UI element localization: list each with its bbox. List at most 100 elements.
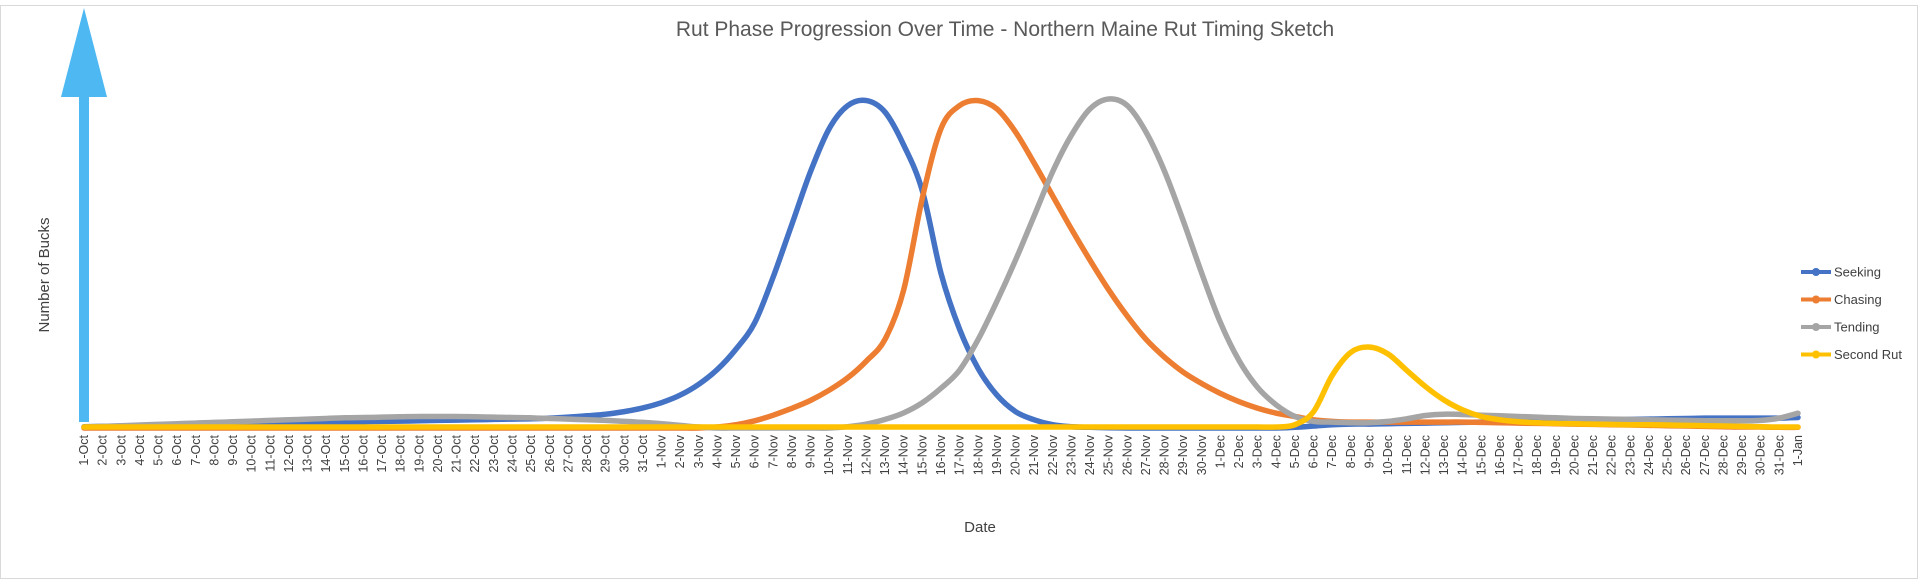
- x-tick-label: 24-Dec: [1642, 435, 1656, 475]
- x-tick-label: 4-Dec: [1269, 435, 1283, 468]
- x-tick-label: 11-Oct: [263, 434, 277, 471]
- x-tick-label: 18-Dec: [1530, 435, 1544, 475]
- x-tick-label: 1-Oct: [77, 434, 91, 465]
- legend-label: Seeking: [1834, 265, 1881, 280]
- x-tick-label: 23-Oct: [487, 434, 501, 472]
- x-tick-label: 26-Oct: [543, 434, 557, 472]
- x-tick-label: 3-Nov: [692, 434, 706, 468]
- x-tick-label: 15-Nov: [915, 434, 929, 475]
- x-tick-label: 22-Dec: [1605, 435, 1619, 475]
- x-tick-label: 13-Nov: [878, 434, 892, 475]
- x-tick-label: 19-Nov: [990, 434, 1004, 475]
- x-tick-label: 9-Dec: [1363, 435, 1377, 468]
- x-tick-label: 28-Dec: [1716, 435, 1730, 475]
- x-tick-label: 12-Nov: [859, 434, 873, 475]
- x-axis-ticks: 1-Oct 2-Oct 3-Oct 4-Oct 5-Oct 6-Oct 7-Oct 8-Oct…: [77, 434, 1805, 475]
- x-tick-label: 7-Oct: [189, 434, 203, 465]
- legend-swatch-marker: [1812, 350, 1820, 359]
- x-tick-label: 31-Dec: [1772, 435, 1786, 475]
- x-tick-label: 9-Oct: [226, 434, 240, 465]
- x-tick-label: 20-Oct: [431, 434, 445, 472]
- x-tick-label: 26-Nov: [1120, 434, 1134, 475]
- x-tick-label: 25-Nov: [1102, 434, 1116, 475]
- y-axis-arrow: [61, 8, 107, 422]
- x-tick-label: 10-Oct: [245, 434, 259, 472]
- x-tick-label: 30-Dec: [1754, 435, 1768, 475]
- x-tick-label: 7-Nov: [766, 434, 780, 468]
- series-line-second-rut: [81, 344, 1801, 430]
- x-tick-label: 31-Oct: [636, 434, 650, 472]
- legend-swatch-marker: [1812, 323, 1820, 331]
- x-tick-label: 29-Dec: [1735, 435, 1749, 475]
- x-tick-label: 11-Dec: [1400, 435, 1414, 474]
- x-tick-label: 8-Dec: [1344, 435, 1358, 468]
- x-tick-label: 27-Nov: [1139, 434, 1153, 475]
- x-tick-label: 21-Dec: [1586, 435, 1600, 475]
- legend-entry: Tending: [1801, 320, 1880, 335]
- x-tick-label: 27-Oct: [561, 434, 575, 472]
- chart-title: Rut Phase Progression Over Time - Northe…: [676, 18, 1334, 41]
- x-tick-label: 1-Dec: [1213, 435, 1227, 468]
- x-tick-label: 30-Oct: [617, 434, 631, 472]
- legend-label: Chasing: [1834, 292, 1882, 307]
- x-tick-label: 25-Oct: [524, 434, 538, 472]
- x-tick-label: 1-Jan: [1791, 435, 1805, 466]
- x-tick-label: 29-Oct: [599, 434, 613, 472]
- x-tick-label: 16-Dec: [1493, 435, 1507, 475]
- x-tick-label: 27-Dec: [1698, 435, 1712, 475]
- x-tick-label: 21-Nov: [1027, 434, 1041, 475]
- legend-label: Second Rut: [1834, 347, 1902, 362]
- x-tick-label: 13-Oct: [301, 434, 315, 472]
- x-tick-label: 9-Nov: [804, 434, 818, 468]
- x-tick-label: 28-Nov: [1158, 434, 1172, 475]
- x-tick-label: 15-Dec: [1474, 435, 1488, 475]
- legend-label: Tending: [1834, 320, 1880, 335]
- x-tick-label: 24-Oct: [506, 434, 520, 472]
- x-tick-label: 28-Oct: [580, 434, 594, 472]
- x-tick-label: 6-Oct: [170, 434, 184, 465]
- x-tick-label: 8-Oct: [207, 434, 221, 465]
- x-tick-label: 10-Dec: [1381, 435, 1395, 475]
- x-tick-label: 18-Nov: [971, 434, 985, 475]
- x-tick-label: 11-Nov: [841, 434, 855, 474]
- x-tick-label: 1-Nov: [655, 434, 669, 468]
- x-tick-label: 4-Oct: [133, 434, 147, 465]
- x-tick-label: 26-Dec: [1679, 435, 1693, 475]
- x-tick-label: 19-Dec: [1549, 435, 1563, 475]
- x-tick-label: 16-Oct: [356, 434, 370, 472]
- x-tick-label: 4-Nov: [710, 434, 724, 468]
- x-tick-label: 3-Dec: [1251, 435, 1265, 468]
- x-tick-label: 2-Dec: [1232, 435, 1246, 468]
- x-tick-label: 22-Oct: [468, 434, 482, 472]
- chart-frame: [0, 5, 1918, 579]
- x-tick-label: 20-Dec: [1567, 435, 1581, 475]
- x-tick-label: 2-Nov: [673, 434, 687, 468]
- x-tick-label: 29-Nov: [1176, 434, 1190, 475]
- x-tick-label: 20-Nov: [1009, 434, 1023, 475]
- legend-entry: Second Rut: [1801, 347, 1902, 362]
- x-tick-label: 23-Dec: [1623, 435, 1637, 475]
- x-axis-title: Date: [964, 519, 996, 536]
- x-tick-label: 17-Nov: [953, 434, 967, 475]
- x-tick-label: 6-Nov: [748, 434, 762, 468]
- x-tick-label: 12-Dec: [1418, 435, 1432, 475]
- series-lines: [81, 96, 1801, 431]
- x-tick-label: 5-Nov: [729, 434, 743, 468]
- x-tick-label: 30-Nov: [1195, 434, 1209, 475]
- y-axis-arrow-shaft: [79, 96, 89, 422]
- x-tick-label: 16-Nov: [934, 434, 948, 475]
- x-tick-label: 7-Dec: [1325, 435, 1339, 468]
- x-tick-label: 5-Dec: [1288, 435, 1302, 468]
- x-tick-label: 12-Oct: [282, 434, 296, 472]
- x-tick-label: 14-Oct: [319, 434, 333, 472]
- legend: Seeking Chasing Tending Second Rut: [1801, 265, 1902, 362]
- legend-entry: Chasing: [1801, 292, 1882, 307]
- x-tick-label: 23-Nov: [1064, 434, 1078, 475]
- x-tick-label: 14-Dec: [1456, 435, 1470, 475]
- y-axis-arrow-head: [61, 8, 107, 97]
- x-tick-label: 15-Oct: [338, 434, 352, 472]
- legend-swatch-marker: [1812, 268, 1820, 276]
- x-tick-label: 6-Dec: [1307, 435, 1321, 468]
- legend-swatch-marker: [1812, 295, 1820, 304]
